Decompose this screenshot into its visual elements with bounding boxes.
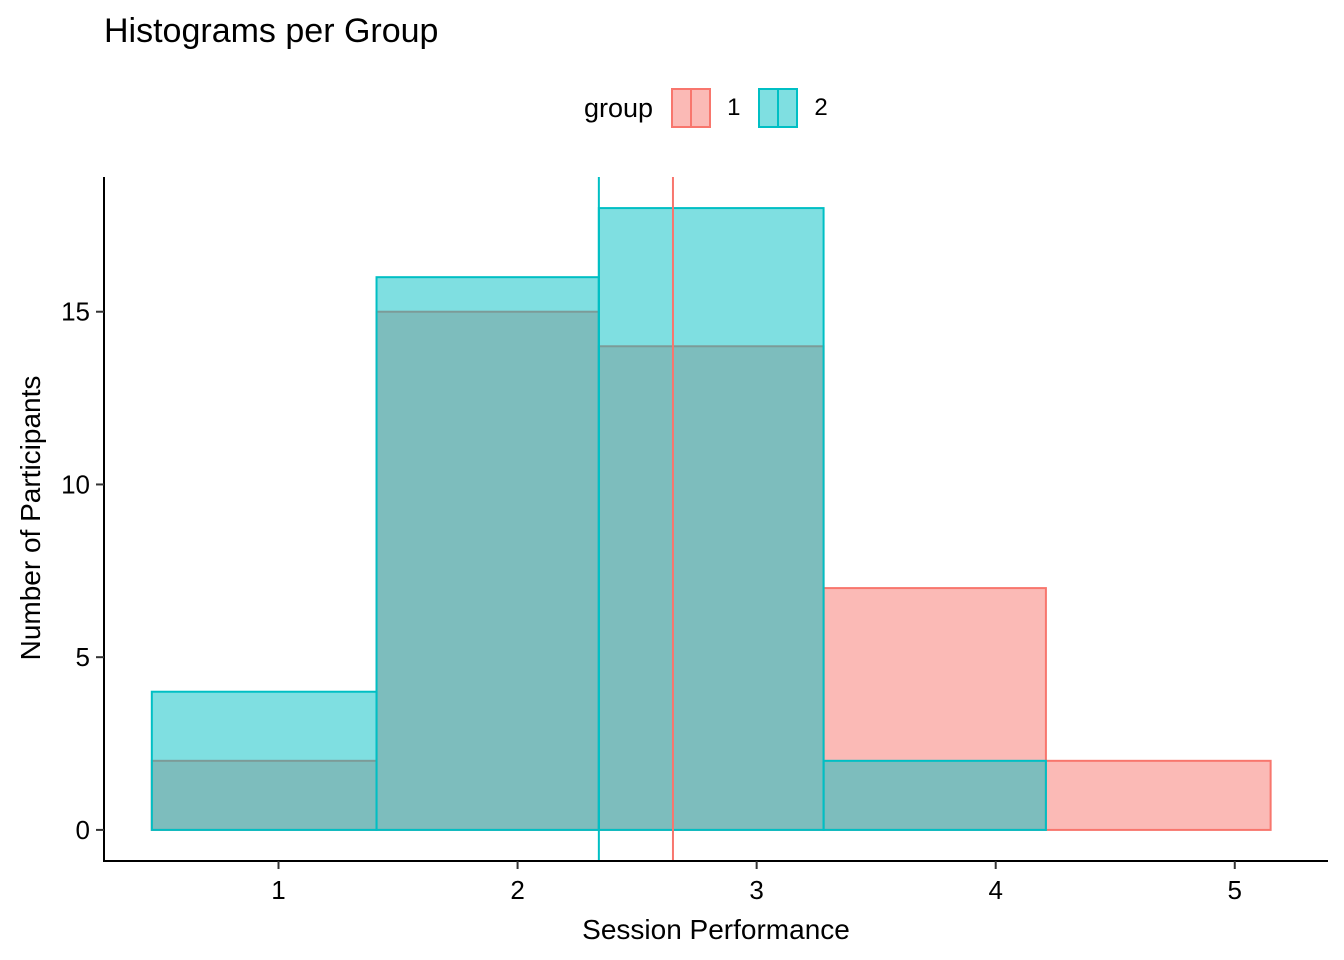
y-tick-label: 15 [61, 297, 90, 327]
legend-key-group-2 [758, 88, 799, 128]
y-axis-label: Number of Participants [15, 376, 46, 661]
legend-key-group-1 [671, 88, 712, 128]
bar-group-2-bin-2 [375, 276, 600, 831]
y-tick-label: 10 [61, 469, 90, 499]
x-tick-label: 4 [988, 875, 1002, 905]
mean-lines-layer [597, 177, 674, 861]
y-tick-label: 0 [76, 815, 90, 845]
legend-title: group [584, 92, 654, 123]
legend-label-group-1: 1 [727, 94, 741, 121]
x-tick-label: 2 [510, 875, 524, 905]
x-tick-label: 5 [1228, 875, 1242, 905]
chart-title: Histograms per Group [104, 12, 439, 50]
x-tick-label: 3 [749, 875, 763, 905]
bar-group-2-bin-1 [150, 690, 378, 831]
legend: group 1 2 [584, 82, 828, 134]
bar-group-1-bin-5 [1044, 759, 1272, 831]
axes-layer: 1 2 3 4 5 0 5 10 15 [61, 177, 1328, 905]
x-tick-label: 1 [271, 875, 285, 905]
x-axis-label: Session Performance [582, 914, 850, 945]
legend-label-group-2: 2 [814, 94, 828, 121]
y-tick-label: 5 [76, 642, 90, 672]
bar-group-2-bin-3 [597, 207, 825, 831]
bars-layer [150, 207, 1272, 831]
bar-group-2-bin-4 [822, 759, 1047, 831]
